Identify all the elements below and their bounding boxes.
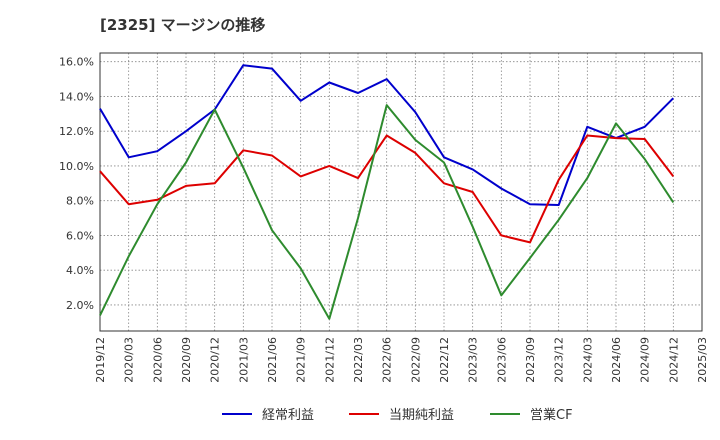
x-tick-label: 2023/06: [495, 337, 508, 383]
x-tick-label: 2021/03: [237, 337, 250, 383]
x-tick-label: 2023/09: [524, 337, 537, 383]
x-tick-label: 2024/03: [581, 337, 594, 383]
y-tick-label: 2.0%: [66, 299, 94, 312]
x-tick-label: 2021/06: [266, 337, 279, 383]
x-tick-label: 2020/06: [151, 337, 164, 383]
plot-frame: [99, 52, 703, 332]
x-tick-label: 2023/12: [553, 337, 566, 383]
y-tick-label: 14.0%: [59, 90, 94, 103]
chart-title: [2325] マージンの推移: [100, 16, 266, 34]
plot-area: [100, 53, 702, 331]
x-tick-label: 2022/12: [438, 337, 451, 383]
x-tick-label: 2024/06: [610, 337, 623, 383]
x-tick-label: 2021/09: [295, 337, 308, 383]
x-tick-label: 2020/12: [209, 337, 222, 383]
y-tick-label: 4.0%: [66, 264, 94, 277]
x-tick-label: 2024/09: [639, 337, 652, 383]
legend-label-3: 営業CF: [530, 407, 573, 423]
x-tick-label: 2024/12: [667, 337, 680, 383]
series-line-1: [99, 64, 675, 206]
x-tick-label: 2022/09: [409, 337, 422, 383]
x-tick-label: 2022/03: [352, 337, 365, 383]
y-tick-label: 12.0%: [59, 125, 94, 138]
y-tick-label: 6.0%: [66, 229, 94, 242]
legend-label-2: 当期純利益: [389, 408, 454, 423]
x-tick-label: 2025/03: [696, 337, 709, 383]
series-line-3: [99, 104, 675, 320]
y-tick-label: 8.0%: [66, 195, 94, 208]
legend-label-1: 経常利益: [262, 408, 314, 423]
x-tick-label: 2020/09: [180, 337, 193, 383]
x-tick-label: 2022/06: [381, 337, 394, 383]
x-tick-label: 2021/12: [323, 337, 336, 383]
y-tick-label: 10.0%: [59, 160, 94, 173]
x-tick-label: 2019/12: [94, 337, 107, 383]
x-tick-label: 2020/03: [123, 337, 136, 383]
x-tick-label: 2023/03: [467, 337, 480, 383]
series-line-2: [99, 134, 675, 244]
y-tick-label: 16.0%: [59, 56, 94, 69]
